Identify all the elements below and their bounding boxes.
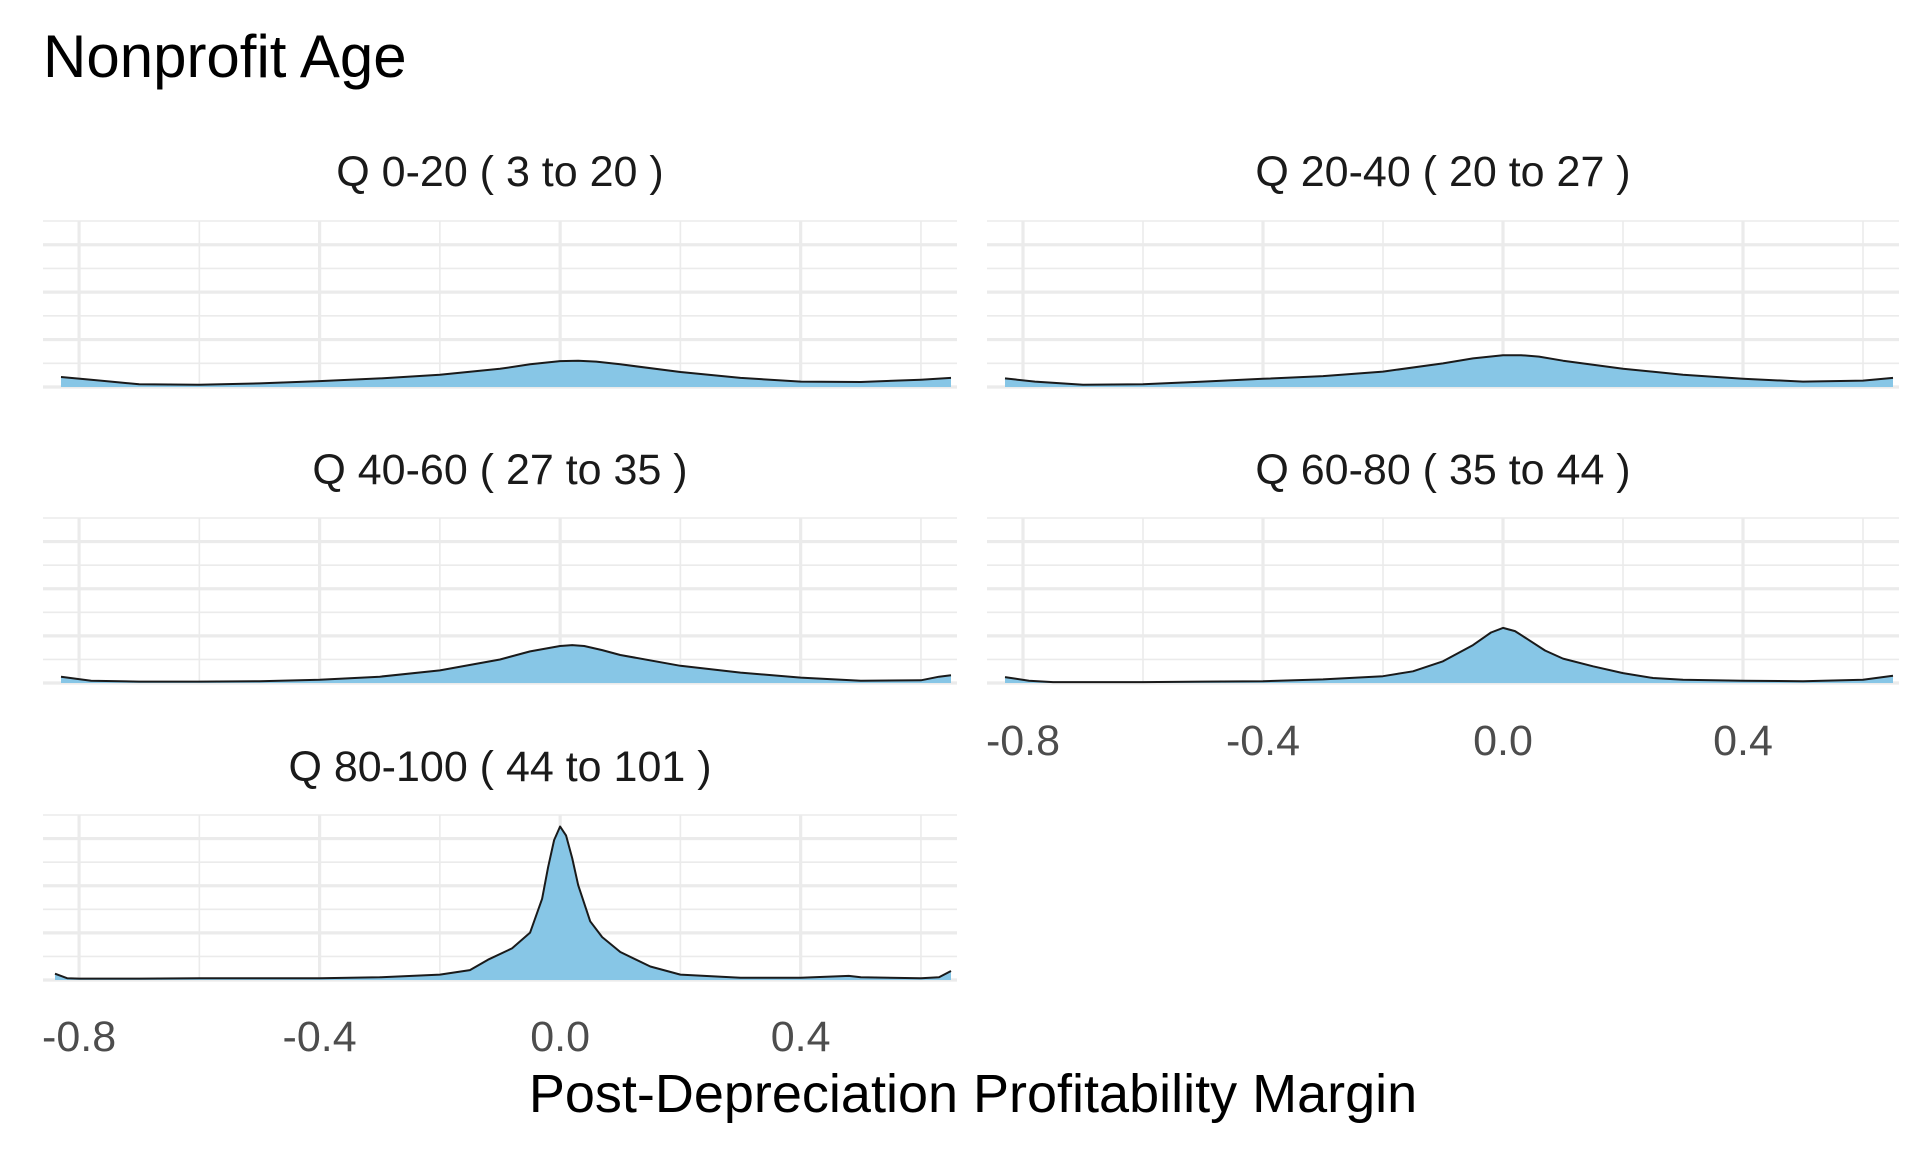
facet-strip-label: Q 20-40 ( 20 to 27 ) bbox=[1255, 148, 1630, 196]
facet-panel: Q 20-40 ( 20 to 27 ) bbox=[987, 148, 1899, 389]
facet-panel: Q 0-20 ( 3 to 20 ) bbox=[43, 148, 957, 389]
density-area bbox=[1005, 627, 1893, 683]
x-tick-label: 0.4 bbox=[771, 1013, 831, 1061]
density-area bbox=[61, 645, 951, 683]
facet-panel: Q 60-80 ( 35 to 44 ) bbox=[987, 446, 1899, 685]
facet-strip-label: Q 80-100 ( 44 to 101 ) bbox=[288, 743, 711, 791]
x-tick-label: -0.4 bbox=[283, 1013, 357, 1061]
facet-strip-label: Q 0-20 ( 3 to 20 ) bbox=[336, 148, 663, 196]
facet-panel: Q 80-100 ( 44 to 101 ) bbox=[43, 743, 957, 982]
x-tick-label: -0.8 bbox=[42, 1013, 116, 1061]
x-tick-label: 0.0 bbox=[1473, 717, 1533, 765]
facet-panel: Q 40-60 ( 27 to 35 ) bbox=[43, 446, 957, 685]
x-tick-label: -0.4 bbox=[1226, 717, 1300, 765]
x-axis-title: Post-Depreciation Profitability Margin bbox=[529, 1064, 1417, 1124]
density-line bbox=[1004, 626, 1894, 684]
density-area bbox=[61, 360, 951, 387]
panels-layer: Q 0-20 ( 3 to 20 ) Q 20-40 ( 20 to 27 ) Q … bbox=[43, 148, 1899, 982]
x-axis-left-column: -0.8 -0.4 0.0 0.4 bbox=[42, 1013, 831, 1061]
density-line bbox=[60, 644, 952, 683]
x-tick-label: 0.4 bbox=[1713, 717, 1773, 765]
x-tick-label: 0.0 bbox=[530, 1013, 590, 1061]
facet-strip-label: Q 60-80 ( 35 to 44 ) bbox=[1255, 446, 1630, 494]
density-line bbox=[1004, 354, 1894, 386]
density-area bbox=[1005, 355, 1893, 387]
density-line bbox=[60, 359, 952, 386]
density-line bbox=[54, 825, 952, 980]
x-axis-right-column: -0.8 -0.4 0.0 0.4 bbox=[986, 717, 1773, 765]
facet-strip-label: Q 40-60 ( 27 to 35 ) bbox=[312, 446, 687, 494]
x-tick-label: -0.8 bbox=[986, 717, 1060, 765]
chart-title: Nonprofit Age bbox=[43, 23, 407, 90]
